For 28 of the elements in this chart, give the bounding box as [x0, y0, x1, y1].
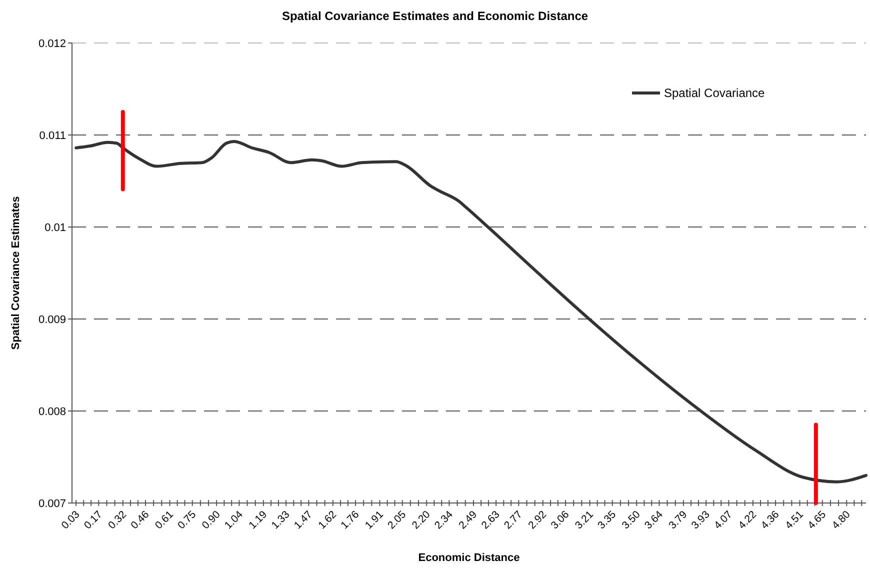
x-tick-label: 3.06 [548, 508, 572, 532]
x-tick-label: 3.79 [666, 508, 690, 532]
x-tick-label: 4.65 [806, 508, 829, 532]
x-tick-label: 4.22 [736, 508, 760, 532]
x-tick-label: 1.91 [362, 508, 386, 532]
y-axis-title: Spatial Covariance Estimates [10, 196, 22, 350]
x-tick-label: 4.51 [782, 508, 806, 532]
x-tick-label: 0.61 [152, 508, 176, 532]
y-tick-label: 0.007 [38, 498, 66, 510]
x-tick-label: 3.21 [572, 508, 596, 532]
y-tick-label: 0.011 [39, 130, 66, 142]
x-tick-label: 0.03 [59, 508, 82, 532]
x-tick-label: 3.50 [620, 508, 643, 532]
x-tick-label: 4.36 [758, 508, 782, 532]
x-tick-label: 0.46 [128, 508, 152, 532]
x-tick-label: 0.90 [200, 508, 223, 532]
y-tick-label: 0.009 [38, 314, 66, 326]
y-tick-label: 0.008 [38, 406, 66, 418]
x-tick-label: 3.64 [642, 508, 666, 532]
legend-label: Spatial Covariance [664, 86, 766, 100]
x-tick-label: 3.93 [689, 508, 712, 532]
chart-title: Spatial Covariance Estimates and Economic Distance [282, 9, 588, 23]
x-tick-label: 4.80 [830, 508, 853, 532]
y-tick-label: 0.01 [44, 222, 66, 234]
y-tick-label: 0.012 [38, 38, 66, 50]
x-tick-label: 0.32 [106, 508, 130, 532]
line-series [74, 140, 868, 484]
x-axis-title: Economic Distance [418, 552, 520, 564]
